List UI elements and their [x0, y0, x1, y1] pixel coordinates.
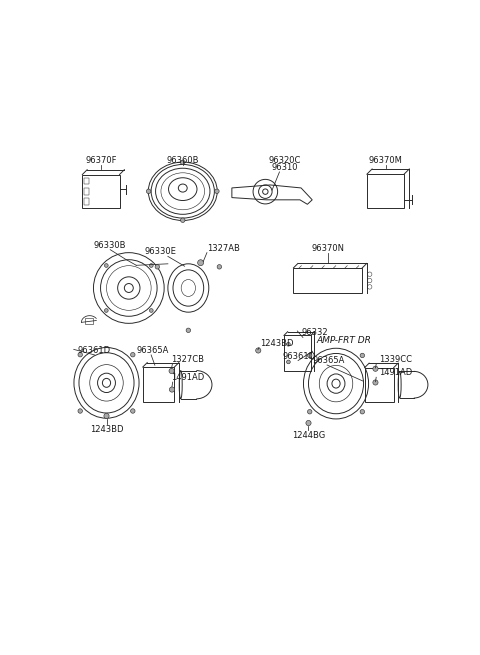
- Text: 1327CB: 1327CB: [171, 355, 204, 364]
- Circle shape: [215, 189, 219, 193]
- Text: 96330B: 96330B: [94, 240, 126, 250]
- Circle shape: [180, 218, 185, 223]
- Circle shape: [78, 352, 83, 357]
- Bar: [84, 178, 89, 184]
- Circle shape: [131, 409, 135, 413]
- Text: 1491AD: 1491AD: [379, 368, 412, 377]
- Text: 96330E: 96330E: [144, 248, 176, 256]
- Circle shape: [198, 260, 204, 266]
- Circle shape: [360, 409, 365, 414]
- Text: 96310: 96310: [272, 163, 298, 172]
- Bar: [284, 335, 311, 371]
- Circle shape: [306, 421, 311, 426]
- Text: 96360B: 96360B: [167, 157, 199, 165]
- Circle shape: [169, 387, 175, 392]
- Circle shape: [104, 413, 109, 419]
- Text: 96361D: 96361D: [78, 346, 111, 355]
- Bar: [84, 188, 89, 195]
- Circle shape: [78, 409, 83, 413]
- Text: 96370M: 96370M: [369, 157, 402, 165]
- Text: 96332: 96332: [301, 328, 328, 337]
- Bar: [365, 367, 394, 402]
- Bar: [83, 174, 120, 208]
- Text: 96370N: 96370N: [312, 244, 344, 253]
- Circle shape: [149, 309, 153, 312]
- Bar: [85, 318, 93, 324]
- Circle shape: [373, 366, 378, 371]
- Circle shape: [169, 368, 174, 373]
- Text: 1327AB: 1327AB: [207, 244, 240, 253]
- Circle shape: [155, 265, 159, 269]
- Text: 1243BD: 1243BD: [260, 339, 294, 348]
- Circle shape: [131, 352, 135, 357]
- Circle shape: [373, 380, 378, 385]
- Circle shape: [149, 264, 153, 267]
- Circle shape: [105, 309, 108, 312]
- Bar: [367, 174, 404, 208]
- Text: AMP-FRT DR: AMP-FRT DR: [317, 336, 372, 345]
- Bar: [293, 268, 362, 293]
- Text: 96365A: 96365A: [136, 346, 168, 355]
- Text: 96320C: 96320C: [269, 157, 301, 165]
- Circle shape: [180, 160, 185, 164]
- Bar: [143, 367, 174, 402]
- Circle shape: [217, 265, 222, 269]
- Circle shape: [360, 353, 365, 358]
- Circle shape: [146, 189, 151, 193]
- Bar: [84, 198, 89, 205]
- Text: 96370F: 96370F: [85, 157, 117, 165]
- Text: 96365A: 96365A: [313, 356, 345, 365]
- Circle shape: [287, 360, 290, 364]
- Circle shape: [105, 264, 108, 267]
- Circle shape: [308, 409, 312, 414]
- Circle shape: [186, 328, 191, 333]
- Text: 1339CC: 1339CC: [379, 355, 412, 364]
- Circle shape: [256, 348, 261, 353]
- Circle shape: [287, 343, 290, 346]
- Circle shape: [308, 353, 312, 358]
- Text: 1244BG: 1244BG: [292, 431, 325, 440]
- Text: 1243BD: 1243BD: [90, 425, 123, 434]
- Text: 96361D: 96361D: [282, 352, 315, 360]
- Text: 1491AD: 1491AD: [171, 373, 204, 382]
